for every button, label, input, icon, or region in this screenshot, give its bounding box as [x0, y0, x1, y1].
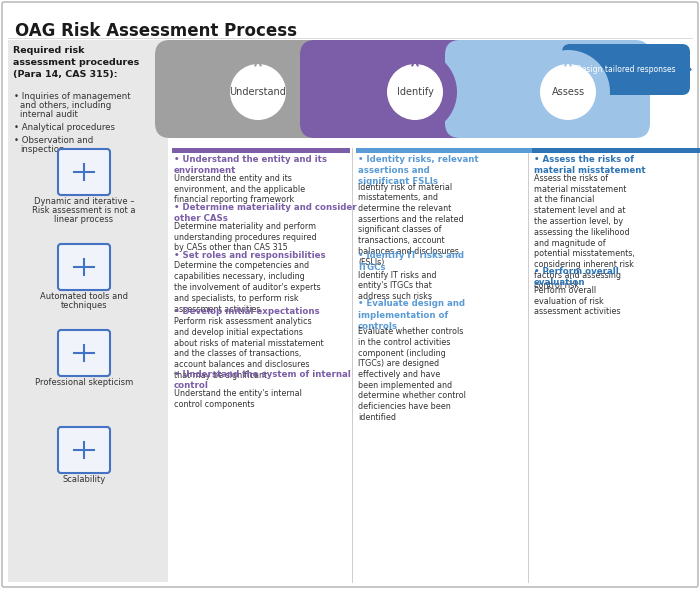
Circle shape [373, 50, 457, 134]
Text: internal audit: internal audit [20, 110, 78, 119]
Text: • Set roles and responsibilities: • Set roles and responsibilities [174, 251, 326, 260]
FancyBboxPatch shape [58, 149, 110, 195]
Text: Understand the entity's internal
control components: Understand the entity's internal control… [174, 389, 302, 409]
Text: Scalability: Scalability [62, 475, 106, 484]
Text: • Understand the entity and its
environment: • Understand the entity and its environm… [174, 155, 327, 175]
Text: Professional skepticism: Professional skepticism [35, 378, 133, 387]
Text: linear process: linear process [55, 215, 113, 224]
Text: techniques: techniques [61, 301, 107, 310]
Text: Automated tools and: Automated tools and [40, 292, 128, 301]
Circle shape [230, 64, 286, 120]
Text: • Observation and: • Observation and [14, 136, 93, 145]
Text: • Perform overall
evaluation: • Perform overall evaluation [534, 267, 619, 287]
Text: • Evaluate design and
implementation of
controls: • Evaluate design and implementation of … [358, 299, 465, 330]
Text: Identify IT risks and
entity's ITGCs that
address such risks: Identify IT risks and entity's ITGCs tha… [358, 270, 437, 301]
Text: Determine materiality and perform
understanding procedures required
by CASs othe: Determine materiality and perform unders… [174, 222, 316, 253]
Text: Risk assessment is not a: Risk assessment is not a [32, 206, 136, 215]
Text: • Determine materiality and consider
other CASs: • Determine materiality and consider oth… [174, 203, 356, 223]
FancyBboxPatch shape [155, 40, 375, 138]
Text: Understand: Understand [230, 87, 286, 97]
Text: • Inquiries of management: • Inquiries of management [14, 92, 131, 101]
Text: Perform risk assessment analytics
and develop initial expectations
about risks o: Perform risk assessment analytics and de… [174, 317, 323, 380]
FancyBboxPatch shape [445, 40, 650, 138]
Text: Identify: Identify [397, 87, 433, 97]
FancyBboxPatch shape [300, 40, 505, 138]
Text: Required risk
assessment procedures
(Para 14, CAS 315):: Required risk assessment procedures (Par… [13, 46, 139, 78]
Circle shape [216, 50, 300, 134]
Text: Assess the risks of
material misstatement
at the financial
statement level and a: Assess the risks of material misstatemen… [534, 174, 635, 290]
Text: Dynamic and iterative –: Dynamic and iterative – [34, 197, 134, 206]
Text: Understand the entity and its
environment, and the applicable
financial reportin: Understand the entity and its environmen… [174, 174, 305, 204]
Text: • Develop initial expectations: • Develop initial expectations [174, 306, 320, 316]
FancyBboxPatch shape [562, 44, 690, 95]
Bar [8, 40, 168, 582]
Text: Perform overall
evaluation of risk
assessment activities: Perform overall evaluation of risk asses… [534, 286, 620, 316]
Text: • Assess the risks of
material misstatement: • Assess the risks of material misstatem… [534, 155, 645, 175]
Text: inspection: inspection [20, 145, 64, 154]
Bar [532, 148, 700, 153]
Circle shape [540, 64, 596, 120]
FancyBboxPatch shape [58, 330, 110, 376]
Text: Assess: Assess [552, 87, 584, 97]
Text: • Analytical procedures: • Analytical procedures [14, 123, 115, 132]
Text: Determine the competencies and
capabilities necessary, including
the involvement: Determine the competencies and capabilit… [174, 262, 321, 313]
Text: and others, including: and others, including [20, 101, 111, 110]
Text: OAG Risk Assessment Process: OAG Risk Assessment Process [15, 22, 297, 40]
Text: • Identity risks, relevant
assertions and
significant FSLIs: • Identity risks, relevant assertions an… [358, 155, 479, 186]
FancyBboxPatch shape [58, 244, 110, 290]
Text: Evaluate whether controls
in the control activities
component (including
ITGCs) : Evaluate whether controls in the control… [358, 327, 466, 422]
Text: Identify risk of material
misstatements, and
determine the relevant
assertions a: Identify risk of material misstatements,… [358, 183, 463, 267]
Text: Design tailored responses: Design tailored responses [576, 65, 676, 74]
FancyBboxPatch shape [58, 427, 110, 473]
Circle shape [526, 50, 610, 134]
Bar [356, 148, 534, 153]
Text: • Identify IT risks and
ITGCs: • Identify IT risks and ITGCs [358, 252, 464, 272]
Text: • Understand the system of internal
control: • Understand the system of internal cont… [174, 370, 351, 390]
Bar [172, 148, 350, 153]
Circle shape [387, 64, 443, 120]
Polygon shape [682, 60, 692, 79]
